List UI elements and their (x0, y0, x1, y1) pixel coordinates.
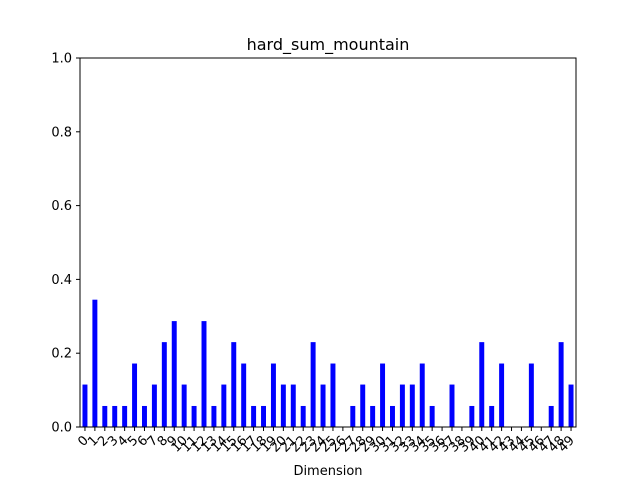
bar-21 (290, 384, 296, 427)
bar-4 (122, 405, 128, 427)
bar-16 (241, 363, 247, 427)
bar-40 (479, 342, 485, 427)
bar-7 (151, 384, 157, 427)
bar-29 (370, 405, 376, 427)
y-tick-label: 0.4 (51, 273, 72, 288)
y-tick-label: 0.2 (51, 347, 72, 362)
bar-45 (528, 363, 534, 427)
bar-3 (112, 405, 118, 427)
bar-14 (221, 384, 227, 427)
bar-11 (191, 405, 197, 427)
bar-49 (568, 384, 574, 427)
bar-8 (161, 342, 167, 427)
bar-35 (429, 405, 435, 427)
bar-39 (469, 405, 475, 427)
bar-42 (499, 363, 505, 427)
y-tick-label: 0.0 (51, 421, 72, 436)
bar-41 (489, 405, 495, 427)
bar-17 (251, 405, 257, 427)
bar-19 (270, 363, 276, 427)
bar-25 (330, 363, 336, 427)
bar-10 (181, 384, 187, 427)
bar-0 (82, 384, 88, 427)
bar-13 (211, 405, 217, 427)
bar-33 (409, 384, 415, 427)
plot-frame (79, 57, 577, 428)
bar-1 (92, 299, 98, 427)
y-tick-label: 0.8 (51, 125, 72, 140)
chart-title: hard_sum_mountain (247, 35, 410, 55)
y-tick-label: 0.6 (51, 199, 72, 214)
y-tick-label: 1.0 (51, 52, 72, 67)
bar-24 (320, 384, 326, 427)
x-axis: 0123456789101112131415161718192021222324… (75, 427, 578, 456)
x-axis-label: Dimension (293, 464, 362, 479)
bar-2 (102, 405, 108, 427)
bar-22 (300, 405, 306, 427)
bar-48 (558, 342, 564, 427)
bar-27 (350, 405, 356, 427)
bar-20 (280, 384, 286, 427)
bar-30 (380, 363, 386, 427)
bar-23 (310, 342, 316, 427)
bar-47 (548, 405, 554, 427)
bar-28 (360, 384, 366, 427)
y-axis: 0.0 0.2 0.4 0.6 0.8 1.0 (51, 52, 80, 436)
bar-9 (171, 321, 177, 427)
bar-34 (419, 363, 425, 427)
bar-6 (142, 405, 147, 427)
bar-15 (231, 342, 237, 427)
bar-31 (390, 405, 395, 427)
bar-32 (399, 384, 405, 427)
bar-37 (449, 384, 455, 427)
bars-layer (82, 299, 574, 427)
bar-5 (132, 363, 138, 427)
bar-12 (201, 321, 207, 427)
bar-18 (261, 405, 266, 427)
